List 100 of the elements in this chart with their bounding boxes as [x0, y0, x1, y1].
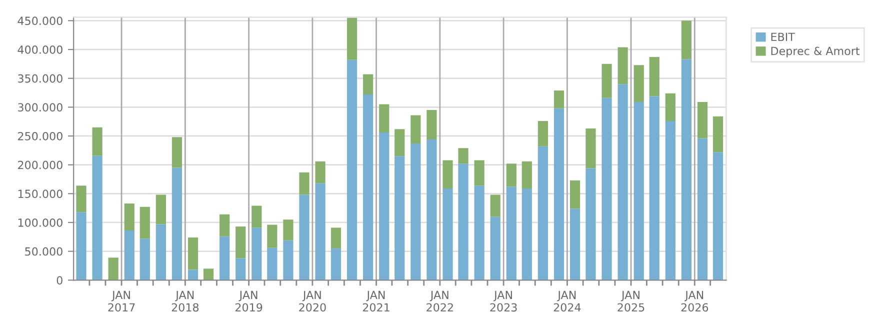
bar: [506, 164, 516, 187]
bar: [426, 139, 437, 280]
y-tick-label: 0: [56, 276, 62, 285]
bar: [76, 186, 86, 212]
bar: [330, 248, 342, 280]
bar: [634, 65, 644, 102]
x-tick-label: JAN 2017: [108, 290, 135, 312]
bar: [681, 20, 692, 60]
x-tick-label: JAN 2022: [426, 290, 453, 312]
bar: [124, 203, 134, 231]
bar: [618, 84, 628, 280]
x-tick-label: JAN 2018: [172, 290, 199, 312]
bar: [410, 143, 421, 280]
bar: [283, 220, 294, 240]
bar: [172, 168, 182, 280]
bar: [92, 127, 102, 156]
bar: [156, 224, 166, 280]
x-tick-label: JAN 2019: [235, 290, 262, 312]
bar: [267, 248, 278, 280]
bar: [490, 216, 500, 280]
bar: [283, 240, 294, 280]
bar: [649, 96, 660, 280]
y-tick-label: 250.000: [18, 132, 62, 140]
x-tick-label: JAN 2026: [681, 290, 708, 312]
bar: [458, 164, 468, 280]
bar: [426, 110, 437, 140]
bar: [570, 180, 580, 209]
y-tick-label: 150.000: [18, 190, 62, 198]
y-tick-label: 450.000: [18, 16, 62, 26]
bar: [252, 228, 262, 280]
bar: [363, 94, 374, 280]
bar: [394, 129, 405, 156]
bar: [697, 102, 708, 138]
bar: [618, 47, 628, 84]
bar: [697, 138, 708, 280]
bar: [665, 93, 676, 121]
bar: [140, 206, 150, 239]
bar: [442, 188, 453, 280]
bar: [712, 116, 724, 152]
bar: [474, 186, 484, 280]
bar: [108, 258, 118, 280]
y-tick-label: 50.000: [25, 247, 62, 256]
bar: [394, 156, 405, 280]
bar: [712, 152, 724, 280]
bar: [538, 146, 548, 280]
bar: [156, 194, 166, 224]
bar: [315, 183, 326, 280]
bar: [267, 224, 278, 248]
bar: [346, 60, 358, 280]
bar: [124, 230, 134, 280]
bar: [188, 237, 198, 270]
bar: [602, 98, 612, 280]
bar: [634, 102, 644, 280]
y-tick-label: 200.000: [18, 160, 62, 170]
bar: [410, 115, 421, 144]
bar: [522, 188, 532, 280]
bar: [379, 104, 390, 133]
x-tick-label: JAN 2024: [554, 290, 581, 312]
bar: [458, 148, 468, 164]
x-tick-label: JAN 2025: [618, 290, 644, 312]
y-tick-label: 350.000: [18, 74, 62, 83]
bar: [554, 108, 564, 280]
legend-label: EBIT: [771, 32, 795, 41]
bar: [602, 64, 612, 98]
bar: [554, 90, 564, 108]
bar: [522, 161, 532, 188]
bar: [538, 121, 548, 146]
bar: [299, 194, 310, 280]
bar: [140, 238, 150, 280]
bar: [315, 161, 326, 184]
legend-label: Deprec & Amort: [771, 46, 860, 58]
bar: [379, 132, 390, 280]
y-tick-label: 100.000: [18, 218, 62, 227]
y-tick-label: 300.000: [18, 103, 62, 112]
bar: [665, 121, 676, 280]
bar: [76, 212, 86, 280]
bar: [299, 172, 310, 195]
bar: [188, 270, 198, 280]
bar: [474, 160, 484, 186]
bar: [346, 18, 358, 60]
bar: [172, 137, 182, 168]
bar: [586, 168, 596, 280]
bar: [681, 59, 692, 280]
bar: [649, 57, 660, 96]
x-tick-label: JAN 2020: [299, 290, 326, 312]
bar: [506, 186, 516, 280]
bar: [586, 128, 596, 168]
y-tick-label: 400.000: [18, 45, 62, 54]
bar: [570, 208, 580, 280]
bar: [203, 268, 214, 280]
bar: [330, 228, 342, 248]
bar: [236, 258, 246, 280]
bar: [236, 226, 246, 258]
bar: [252, 206, 262, 228]
bar: [442, 160, 453, 188]
bar: [220, 214, 230, 236]
bar: [92, 156, 102, 280]
bar: [220, 236, 230, 280]
x-tick-label: JAN 2021: [362, 290, 390, 312]
bar: [490, 194, 500, 217]
